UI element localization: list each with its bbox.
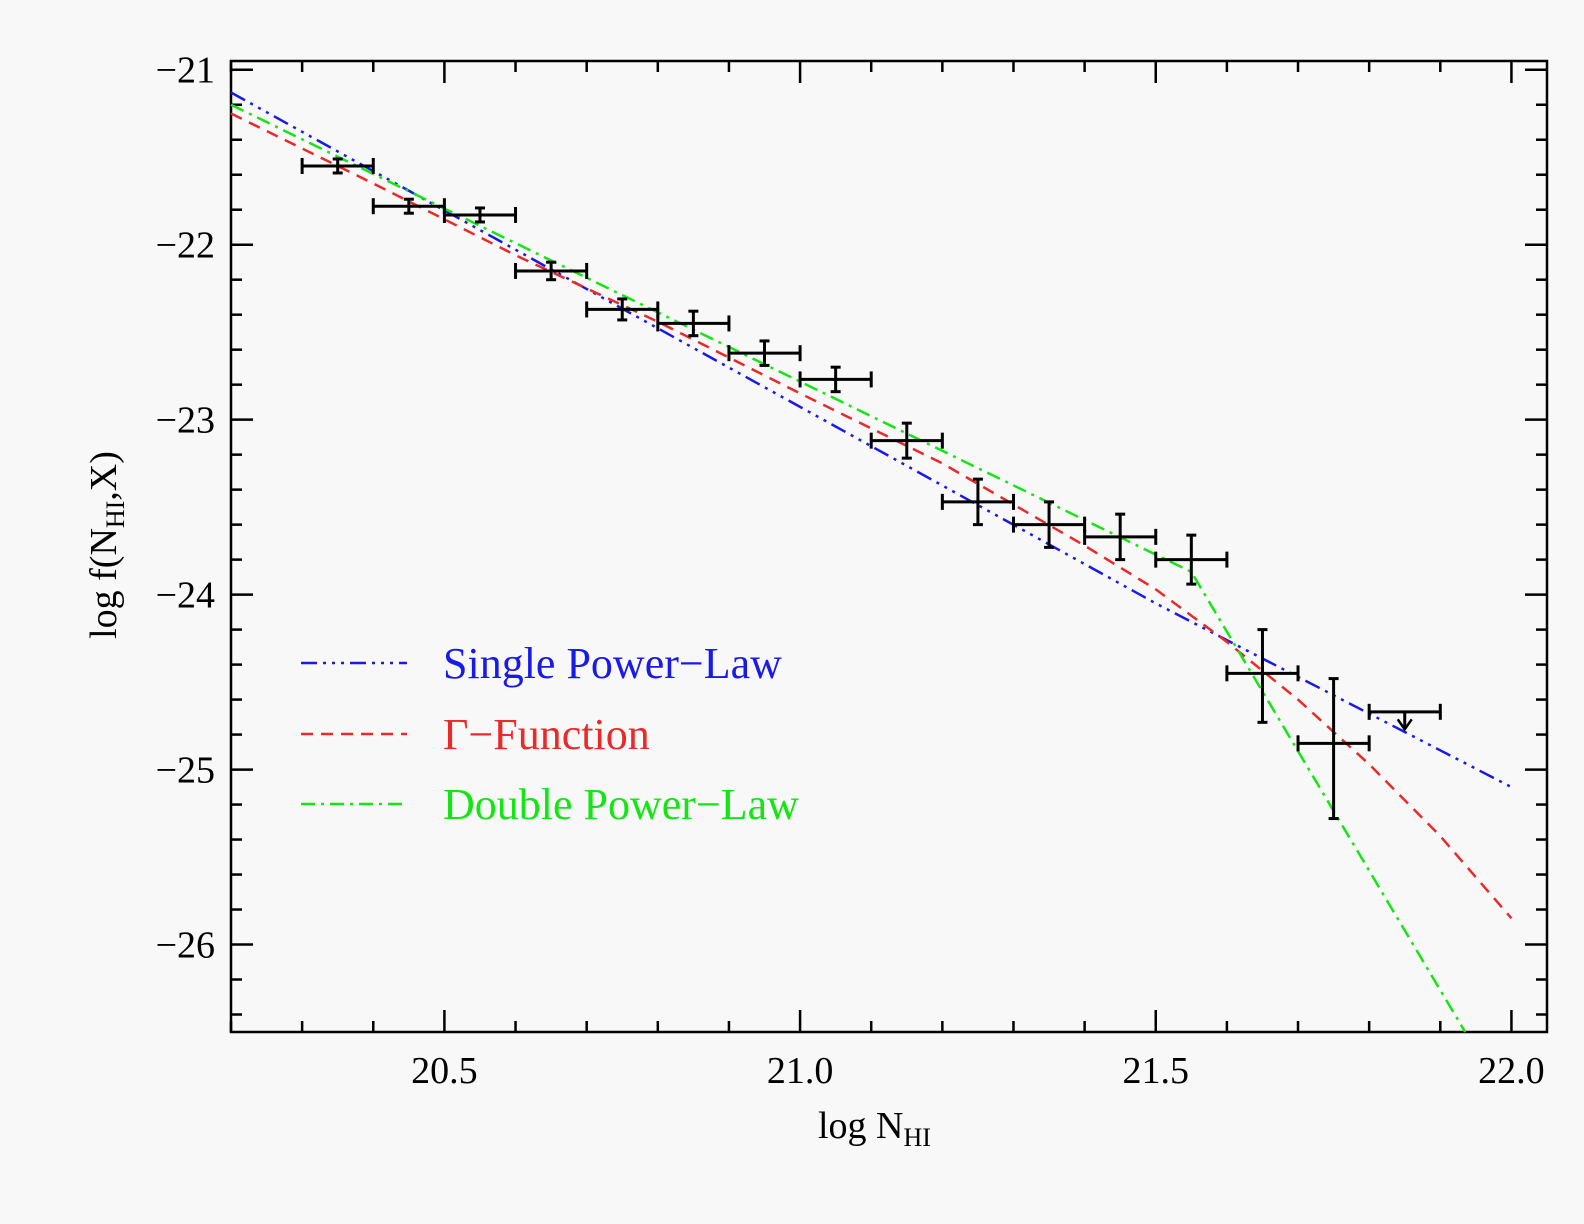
y-axis-title: log f(NHI,X) <box>83 451 130 639</box>
legend: Single Power−Law Γ−Function Double Power… <box>301 639 799 829</box>
fit-curve-2 <box>230 103 1467 1033</box>
data-point <box>869 421 944 460</box>
y-tick-label: −25 <box>156 750 215 792</box>
data-point <box>442 206 518 224</box>
y-tick-label: −26 <box>156 925 215 967</box>
data-point <box>1296 677 1371 821</box>
x-tick-label: 21.0 <box>767 1050 834 1092</box>
data-point <box>656 309 731 338</box>
data-point <box>798 365 873 394</box>
upper-limit-arrow-head <box>1396 718 1413 732</box>
data-point <box>300 157 375 175</box>
data-point <box>1011 500 1087 549</box>
legend-item-single-power-law: Single Power−Law <box>301 639 782 688</box>
legend-item-gamma-function: Γ−Function <box>301 710 650 759</box>
upper-limit-point <box>1367 703 1442 732</box>
legend-label-single-power-law: Single Power−Law <box>443 639 782 688</box>
legend-item-double-power-law: Double Power−Law <box>301 780 799 829</box>
data-point <box>940 477 1015 527</box>
data-point <box>1225 628 1300 724</box>
tick-labels: 20.5 21.0 21.5 22.0 −21 −22 −23 −24 −25 −26 <box>156 50 1545 1092</box>
x-tick-label: 21.5 <box>1123 1050 1190 1092</box>
fit-curve-0 <box>230 91 1512 789</box>
y-tick-label: −22 <box>156 225 215 267</box>
data-points <box>300 157 1442 821</box>
plot-frame <box>229 59 1549 1034</box>
data-point <box>1083 512 1158 562</box>
x-axis-title: log NHI <box>818 1105 931 1152</box>
fit-curves <box>230 91 1513 1033</box>
y-tick-label: −21 <box>156 50 215 92</box>
axis-ticks <box>229 61 1547 1032</box>
y-tick-label: −24 <box>156 575 215 617</box>
data-point <box>514 260 589 282</box>
legend-label-double-power-law: Double Power−Law <box>443 780 799 829</box>
fit-curve-1 <box>230 112 1513 920</box>
data-point <box>1154 533 1229 586</box>
data-point <box>727 339 802 367</box>
data-point <box>585 297 660 322</box>
x-tick-label: 20.5 <box>411 1050 478 1092</box>
x-tick-label: 22.0 <box>1478 1050 1545 1092</box>
legend-label-gamma-function: Γ−Function <box>443 710 650 759</box>
data-point <box>371 197 446 215</box>
y-tick-label: −23 <box>156 400 215 442</box>
